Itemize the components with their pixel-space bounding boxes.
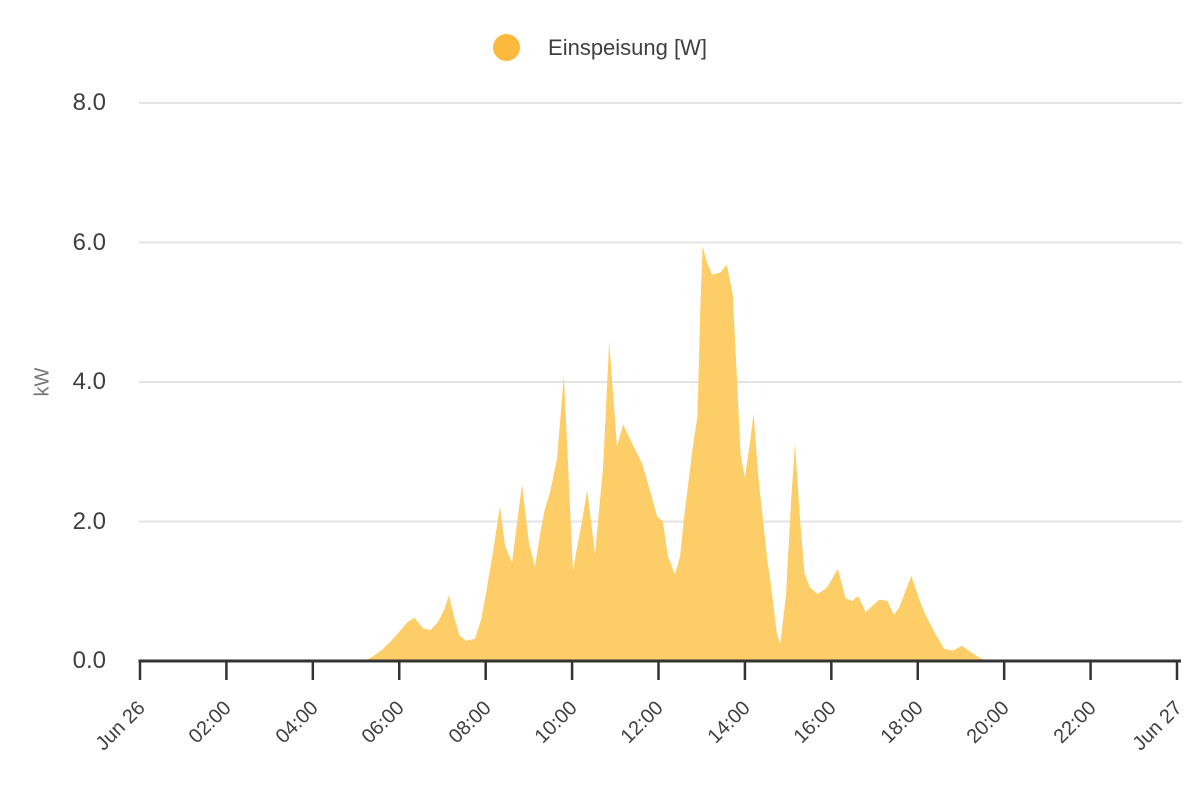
series-area-einspeisung [364,246,989,661]
legend-item-einspeisung[interactable]: Einspeisung [W] [493,34,707,61]
y-tick-label-8.0: 8.0 [72,89,106,116]
y-tick-label-6.0: 6.0 [72,228,106,256]
legend-series-label: Einspeisung [W] [548,34,707,60]
chart-legend: Einspeisung [W] [0,34,1200,61]
y-tick-label-4.0: 4.0 [72,368,106,395]
y-tick-label-2.0: 2.0 [72,507,106,535]
series-color-dot-icon [493,34,521,61]
y-tick-label-0.0: 0.0 [72,647,106,674]
